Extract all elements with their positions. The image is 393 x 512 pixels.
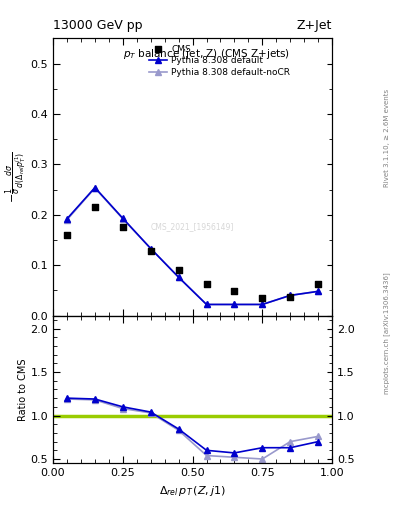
CMS <box>259 294 266 302</box>
Pythia 8.308 default <box>204 302 209 308</box>
Pythia 8.308 default <box>176 274 181 281</box>
Pythia 8.308 default <box>64 216 70 222</box>
CMS <box>204 280 210 288</box>
CMS <box>175 266 182 274</box>
Text: Z+Jet: Z+Jet <box>297 19 332 32</box>
Pythia 8.308 default-noCR <box>93 185 97 191</box>
Text: 13000 GeV pp: 13000 GeV pp <box>53 19 143 32</box>
CMS <box>64 231 70 239</box>
Pythia 8.308 default-noCR <box>176 274 181 281</box>
Pythia 8.308 default-noCR <box>232 302 237 308</box>
CMS <box>287 293 293 301</box>
Text: mcplots.cern.ch [arXiv:1306.3436]: mcplots.cern.ch [arXiv:1306.3436] <box>384 272 391 394</box>
Pythia 8.308 default <box>149 245 153 251</box>
Pythia 8.308 default-noCR <box>149 245 153 251</box>
Text: $p_T$ balance (jet, Z) (CMS Z+jets): $p_T$ balance (jet, Z) (CMS Z+jets) <box>123 47 290 61</box>
Line: Pythia 8.308 default: Pythia 8.308 default <box>64 185 321 307</box>
Pythia 8.308 default <box>260 302 265 308</box>
Line: Pythia 8.308 default-noCR: Pythia 8.308 default-noCR <box>64 185 321 307</box>
X-axis label: $\Delta_{rel}\,p_T\,(Z,j1)$: $\Delta_{rel}\,p_T\,(Z,j1)$ <box>159 484 226 498</box>
Pythia 8.308 default-noCR <box>120 216 125 222</box>
CMS <box>119 223 126 231</box>
Y-axis label: $-\frac{1}{\sigma}\frac{d\sigma}{d(\Delta_{rel}p_T^{j1})}$: $-\frac{1}{\sigma}\frac{d\sigma}{d(\Delt… <box>4 151 29 203</box>
Pythia 8.308 default-noCR <box>316 288 321 294</box>
Pythia 8.308 default <box>93 184 97 190</box>
Legend: CMS, Pythia 8.308 default, Pythia 8.308 default-noCR: CMS, Pythia 8.308 default, Pythia 8.308 … <box>147 43 292 79</box>
Pythia 8.308 default <box>120 215 125 221</box>
Y-axis label: Ratio to CMS: Ratio to CMS <box>18 358 28 421</box>
CMS <box>148 247 154 255</box>
CMS <box>315 280 321 288</box>
Pythia 8.308 default <box>232 302 237 308</box>
Pythia 8.308 default-noCR <box>288 292 292 298</box>
Text: CMS_2021_[1956149]: CMS_2021_[1956149] <box>151 222 234 231</box>
Pythia 8.308 default-noCR <box>64 217 70 223</box>
Pythia 8.308 default <box>316 288 321 294</box>
Text: Rivet 3.1.10, ≥ 2.6M events: Rivet 3.1.10, ≥ 2.6M events <box>384 89 390 187</box>
Pythia 8.308 default <box>288 292 292 298</box>
CMS <box>92 203 98 211</box>
Pythia 8.308 default-noCR <box>204 302 209 308</box>
CMS <box>231 287 237 295</box>
Pythia 8.308 default-noCR <box>260 302 265 308</box>
